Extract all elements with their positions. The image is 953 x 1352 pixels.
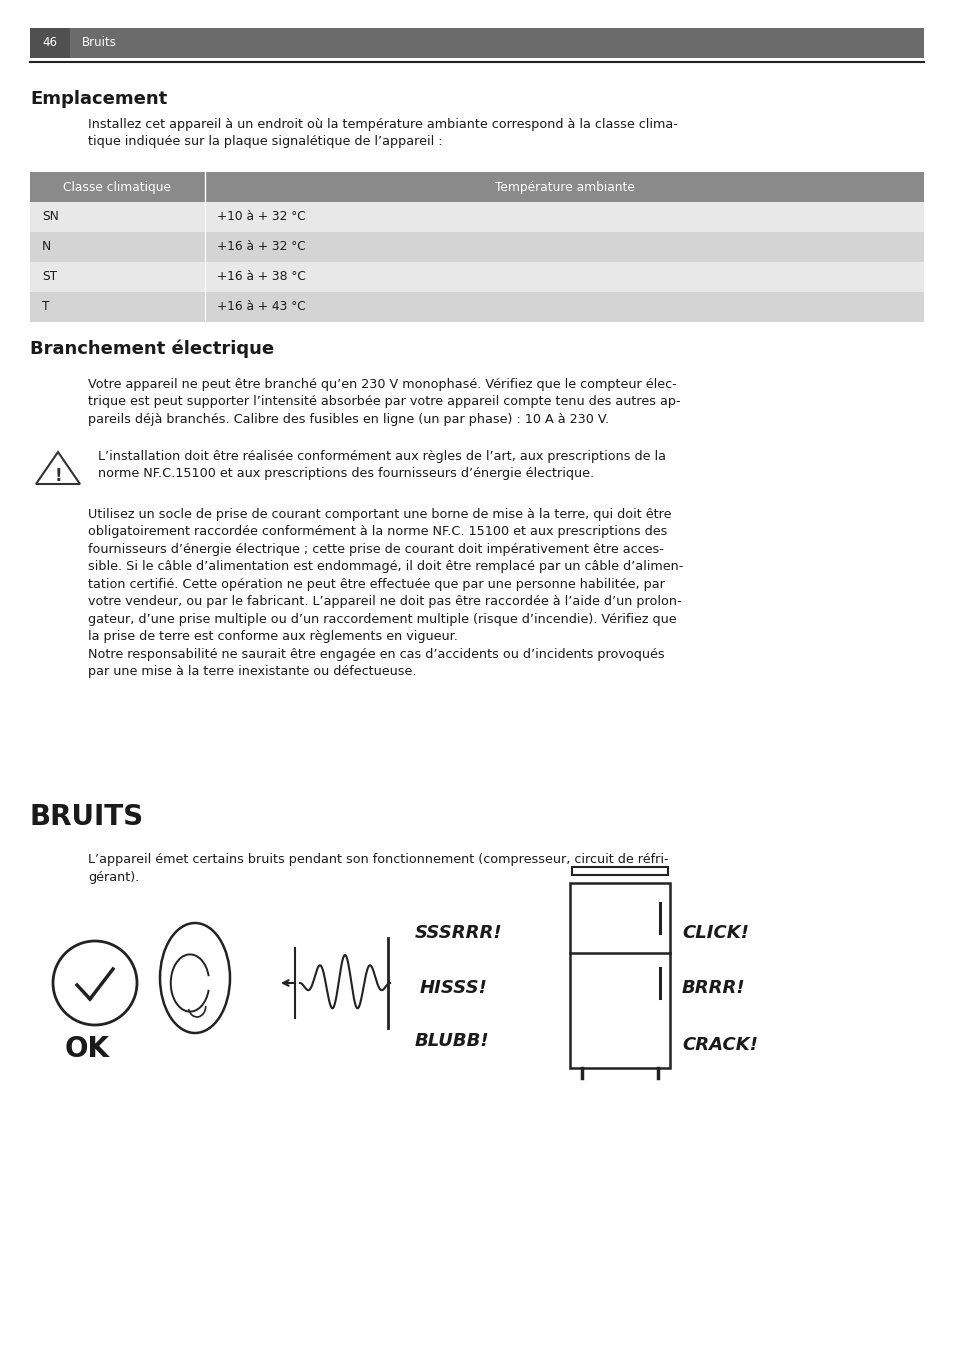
Text: CRACK!: CRACK! [681,1036,758,1055]
Text: 46: 46 [43,37,57,50]
Bar [572,867,667,875]
Text: +16 à + 38 °C: +16 à + 38 °C [216,270,306,284]
Bar [30,28,923,58]
Text: T: T [42,300,50,314]
Text: Branchement électrique: Branchement électrique [30,339,274,358]
Text: CLICK!: CLICK! [681,923,748,942]
Text: Classe climatique: Classe climatique [64,181,172,193]
Text: Installez cet appareil à un endroit où la température ambiante correspond à la c: Installez cet appareil à un endroit où l… [88,118,678,149]
Text: N: N [42,241,51,254]
Bar [30,292,923,322]
Text: L’appareil émet certains bruits pendant son fonctionnement (compresseur, circuit: L’appareil émet certains bruits pendant … [88,853,668,883]
Text: +10 à + 32 °C: +10 à + 32 °C [216,211,305,223]
Text: BRUITS: BRUITS [30,803,144,831]
Bar [30,201,923,233]
Text: Température ambiante: Température ambiante [494,181,634,193]
Bar [569,883,669,1068]
Text: ST: ST [42,270,57,284]
Text: L’installation doit être réalisée conformément aux règles de l’art, aux prescrip: L’installation doit être réalisée confor… [98,450,665,480]
Text: Emplacement: Emplacement [30,91,167,108]
Text: Bruits: Bruits [82,37,117,50]
Text: OK: OK [65,1036,110,1063]
Bar [30,233,923,262]
Text: +16 à + 32 °C: +16 à + 32 °C [216,241,305,254]
Text: HISSS!: HISSS! [419,979,487,996]
Text: SSSRRR!: SSSRRR! [415,923,502,942]
Text: BLUBB!: BLUBB! [415,1032,489,1051]
Text: SN: SN [42,211,59,223]
Text: Utilisez un socle de prise de courant comportant une borne de mise à la terre, q: Utilisez un socle de prise de courant co… [88,508,682,679]
Text: BRRR!: BRRR! [681,979,745,996]
Bar [30,262,923,292]
Bar [30,28,70,58]
Text: !: ! [54,466,62,485]
Bar [30,172,923,201]
Text: +16 à + 43 °C: +16 à + 43 °C [216,300,305,314]
Text: Votre appareil ne peut être branché qu’en 230 V monophasé. Vérifiez que le compt: Votre appareil ne peut être branché qu’e… [88,379,679,426]
